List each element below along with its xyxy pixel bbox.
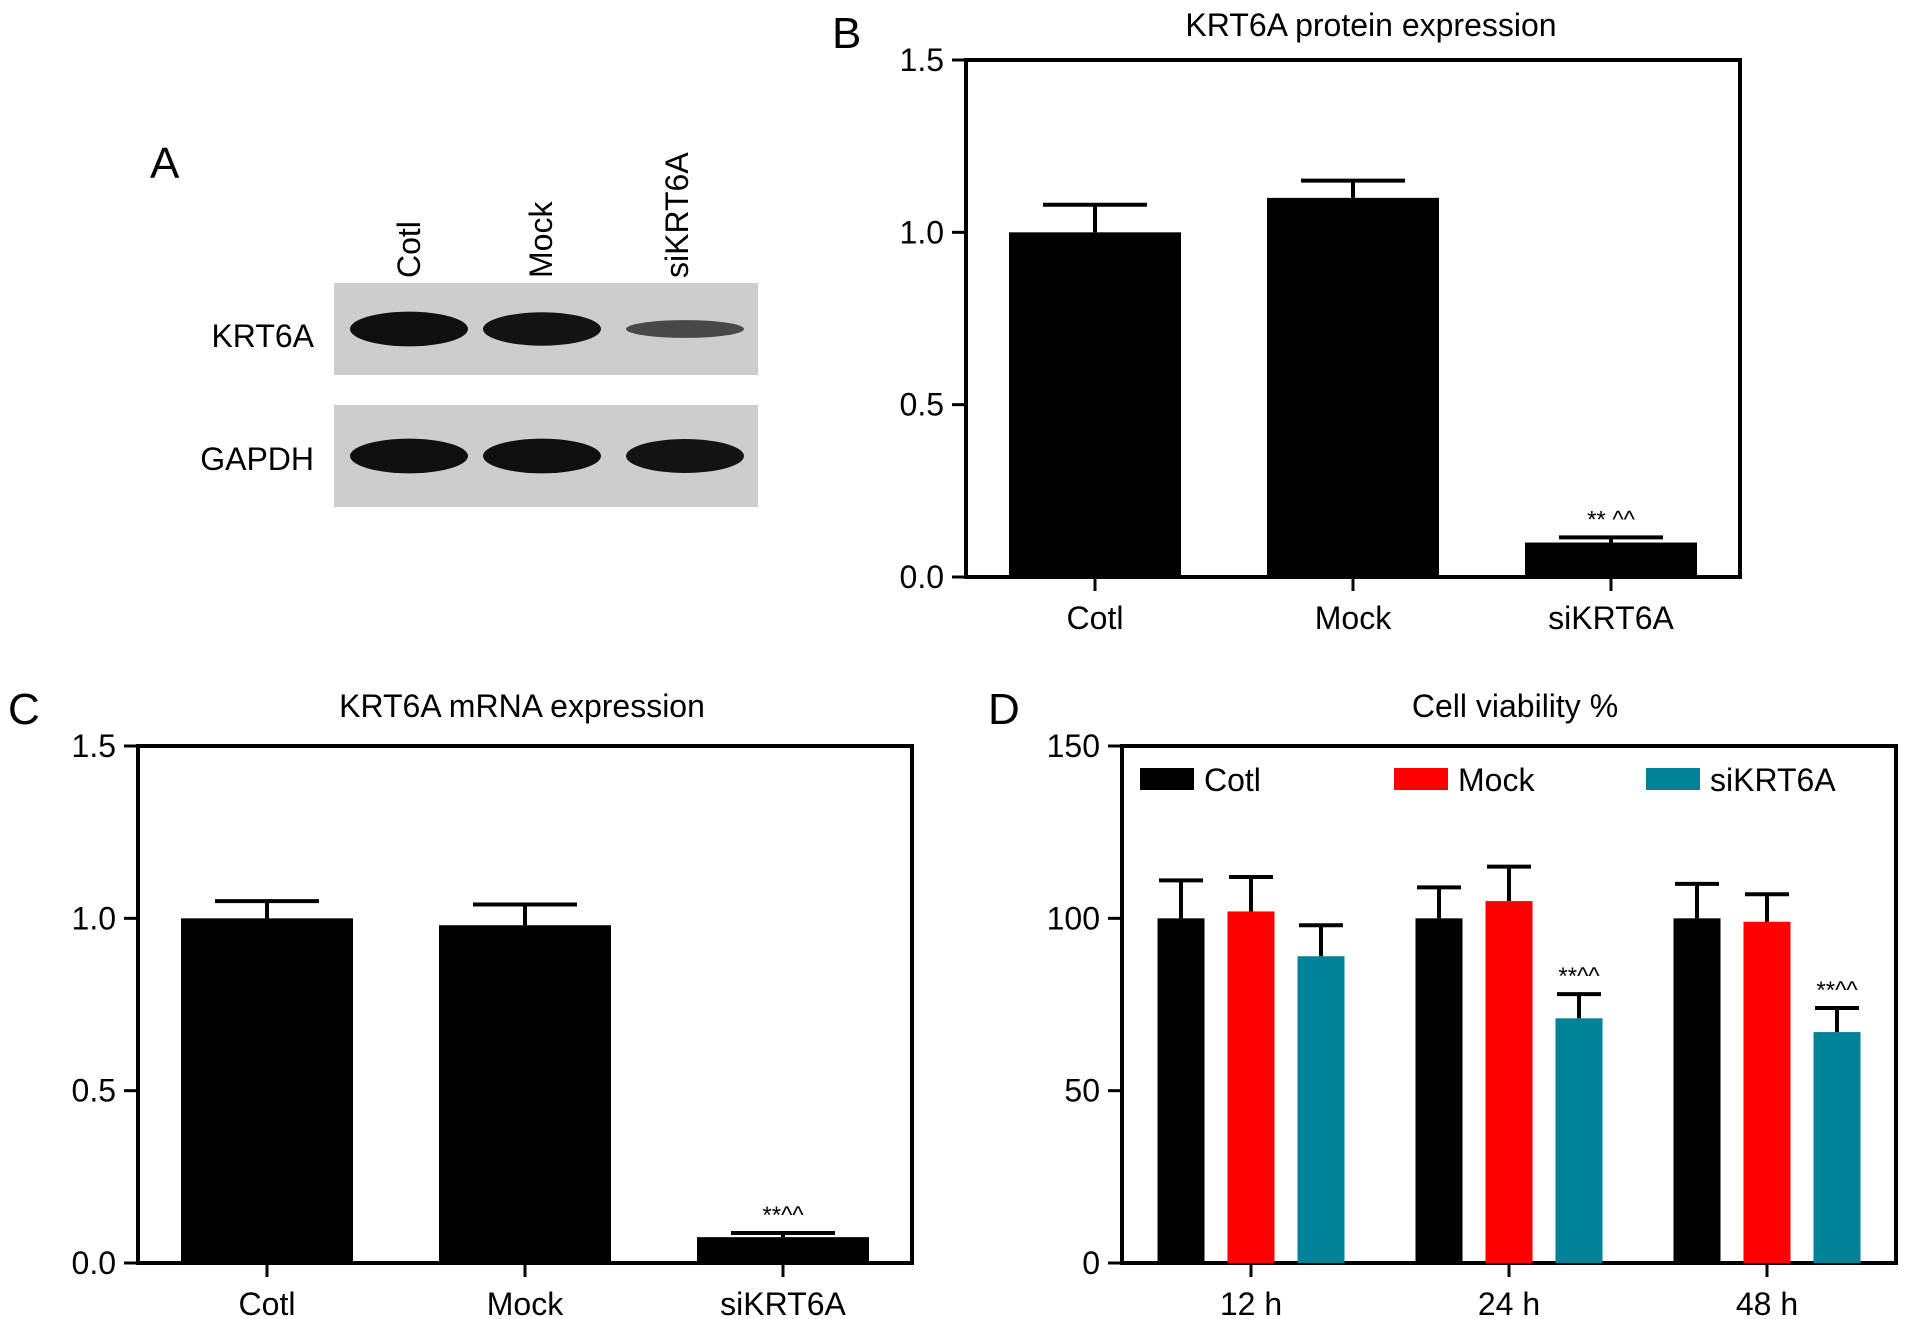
- panel-c-letter: C: [8, 685, 40, 734]
- panel-b-xtick-label-sikrt6a: siKRT6A: [1548, 600, 1674, 636]
- blot-band-krt6a-sikrt6a: [626, 320, 744, 338]
- panel-d-bar-sikrt6a-12-h: [1297, 956, 1345, 1263]
- blot-band-gapdh-sikrt6a: [626, 439, 744, 473]
- panel-d-chart: D Cell viability % 0 50 100 150 12 h 24 h **^^…: [988, 685, 1898, 1319]
- panel-b-title: KRT6A protein expression: [1185, 7, 1556, 43]
- panel-b-ytick-label-0: 0.0: [900, 559, 944, 595]
- panel-d-letter: D: [988, 685, 1020, 734]
- legend-label-mock: Mock: [1458, 762, 1535, 798]
- panel-c-xtick-label-cotl: Cotl: [239, 1286, 296, 1319]
- panel-b-ytick-label-3: 1.5: [900, 42, 944, 78]
- panel-d-bar-cotl-24-h: [1415, 918, 1463, 1263]
- panel-b-xtick-label-mock: Mock: [1315, 600, 1392, 636]
- lane-label-siKRT6A: siKRT6A: [659, 152, 695, 278]
- panel-a-western-blot: A Cotl Mock siKRT6A KRT6A GAPDH: [150, 139, 758, 507]
- panel-d-ytick-label-3: 150: [1047, 728, 1100, 764]
- panel-d-bar-sikrt6a-48-h: [1813, 1032, 1861, 1263]
- panel-d-ytick-label-2: 100: [1047, 900, 1100, 936]
- panel-d-xtick-label-24-h: 24 h: [1478, 1286, 1540, 1319]
- legend-swatch-mock: [1394, 768, 1448, 790]
- blot-bands-gapdh: [350, 438, 744, 474]
- panel-d-xtick-label-48-h: 48 h: [1736, 1286, 1798, 1319]
- panel-c-bar-sikrt6a: [697, 1237, 869, 1263]
- panel-b-bar-cotl: [1009, 232, 1181, 578]
- panel-b-plot: 0.0 0.5 1.0 1.5 Cotl Mock siKRT6A ** ^^: [900, 42, 1697, 636]
- panel-c-bar-mock: [439, 925, 611, 1263]
- legend-swatch-sikrt6a: [1646, 768, 1700, 790]
- blot-band-gapdh-mock: [483, 438, 601, 474]
- panel-b-ytick-label-1: 0.5: [900, 387, 944, 423]
- lane-label-cotl: Cotl: [391, 221, 427, 278]
- blot-band-gapdh-cotl: [350, 438, 468, 474]
- panel-d-bar-mock-48-h: [1743, 921, 1791, 1263]
- panel-b-letter: B: [832, 9, 861, 58]
- panel-b-bar-sikrt6a: [1525, 542, 1697, 577]
- panel-c-ytick-label-0: 0.0: [72, 1245, 116, 1281]
- panel-d-title: Cell viability %: [1412, 688, 1618, 724]
- panel-d-bar-mock-12-h: [1227, 911, 1275, 1263]
- panel-d-legend: Cotl Mock siKRT6A: [1140, 762, 1836, 798]
- panel-d-bar-mock-24-h: [1485, 901, 1533, 1263]
- panel-c-chart: C KRT6A mRNA expression 0.0 0.5 1.0 1.5 Cotl…: [8, 685, 914, 1319]
- panel-c-bar-cotl: [181, 918, 353, 1263]
- panel-c-xtick-label-sikrt6a: siKRT6A: [720, 1286, 846, 1319]
- panel-c-ytick-label-2: 1.0: [72, 900, 116, 936]
- panel-b-annotation-sikrt6a: ** ^^: [1587, 506, 1636, 533]
- panel-c-annotation-sikrt6a: **^^: [762, 1202, 804, 1229]
- blot-band-krt6a-cotl: [350, 311, 468, 347]
- blot-row-label-krt6a: KRT6A: [211, 318, 314, 354]
- panel-d-xtick-label-12-h: 12 h: [1220, 1286, 1282, 1319]
- panel-b-bar-mock: [1267, 197, 1439, 577]
- legend-swatch-cotl: [1140, 768, 1194, 790]
- blot-row-label-gapdh: GAPDH: [200, 441, 314, 477]
- panel-b-xtick-label-cotl: Cotl: [1067, 600, 1124, 636]
- panel-d-ytick-label-1: 50: [1064, 1073, 1100, 1109]
- panel-c-ytick-label-3: 1.5: [72, 728, 116, 764]
- panel-b-chart: B KRT6A protein expression 0.0 0.5 1.0 1.5 C…: [832, 7, 1742, 636]
- panel-b-ytick-label-2: 1.0: [900, 214, 944, 250]
- legend-label-sikrt6a: siKRT6A: [1710, 762, 1836, 798]
- panel-d-bar-sikrt6a-24-h: [1555, 1018, 1603, 1263]
- panel-d-plot: 0 50 100 150 12 h 24 h **^^ 48 h **^^: [1047, 728, 1861, 1319]
- lane-label-mock: Mock: [523, 201, 559, 278]
- blot-bands-krt6a: [350, 311, 744, 347]
- panel-c-plot: 0.0 0.5 1.0 1.5 Cotl Mock siKRT6A **^^: [72, 728, 869, 1319]
- panel-c-ytick-label-1: 0.5: [72, 1073, 116, 1109]
- panel-a-letter: A: [150, 139, 180, 188]
- panel-d-ytick-label-0: 0: [1082, 1245, 1100, 1281]
- panel-d-annotation-sikrt6a-24-h: **^^: [1558, 963, 1600, 990]
- blot-band-krt6a-mock: [483, 312, 601, 346]
- legend-label-cotl: Cotl: [1204, 762, 1261, 798]
- panel-d-bar-cotl-12-h: [1157, 918, 1205, 1263]
- panel-c-title: KRT6A mRNA expression: [339, 688, 705, 724]
- panel-d-bar-cotl-48-h: [1673, 918, 1721, 1263]
- panel-c-xtick-label-mock: Mock: [487, 1286, 564, 1319]
- panel-d-annotation-sikrt6a-48-h: **^^: [1816, 977, 1858, 1004]
